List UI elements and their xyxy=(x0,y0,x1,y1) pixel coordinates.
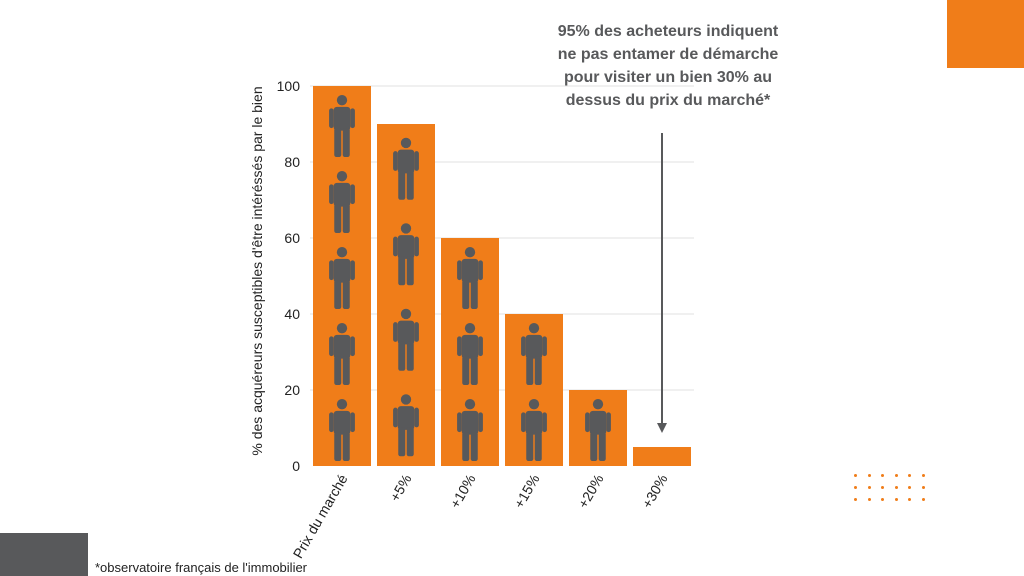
y-axis-label: % des acquéreurs susceptibles d'être int… xyxy=(249,86,265,456)
decorative-gray-rectangle xyxy=(0,533,88,576)
y-tick-label: 100 xyxy=(277,78,301,94)
person-icon xyxy=(521,399,547,461)
decorative-dot xyxy=(881,474,884,477)
person-icon xyxy=(521,323,547,385)
decorative-dot xyxy=(921,498,925,501)
person-icon xyxy=(393,308,419,371)
y-tick-label: 0 xyxy=(292,458,300,474)
x-tick-label: +10% xyxy=(447,472,479,511)
decorative-dot xyxy=(867,486,871,489)
x-tick-label: +20% xyxy=(575,472,607,511)
person-icon xyxy=(393,394,419,457)
person-icon xyxy=(329,323,355,385)
decorative-dot xyxy=(854,474,857,477)
decorative-dot xyxy=(908,498,911,501)
person-icon xyxy=(585,399,611,461)
x-tick-label: +30% xyxy=(639,472,671,511)
decorative-dot xyxy=(854,486,857,489)
decorative-dot xyxy=(894,486,898,489)
chart-annotation: 95% des acheteurs indiquent ne pas entam… xyxy=(557,23,779,109)
decorative-dot xyxy=(894,498,898,501)
person-icon xyxy=(329,247,355,309)
y-tick-label: 80 xyxy=(284,154,300,170)
decorative-dot xyxy=(921,474,925,477)
decorative-dot xyxy=(867,474,871,477)
y-tick-label: 40 xyxy=(284,306,300,322)
person-icon xyxy=(457,399,483,461)
person-icon xyxy=(393,137,419,200)
decorative-dot xyxy=(881,486,884,489)
person-icon xyxy=(329,399,355,461)
person-icon xyxy=(393,223,419,286)
person-icon xyxy=(457,247,483,309)
decorative-dot xyxy=(908,474,911,477)
decorative-dot xyxy=(894,474,898,477)
x-tick-label: Prix du marché xyxy=(290,471,351,561)
x-tick-label: +5% xyxy=(387,472,415,505)
decorative-dot-grid xyxy=(854,474,928,504)
person-icon xyxy=(329,95,355,157)
footnote: *observatoire français de l'immobilier xyxy=(95,560,308,575)
decorative-dot xyxy=(867,498,871,501)
decorative-dot xyxy=(854,498,857,501)
x-tick-label: +15% xyxy=(511,472,543,511)
person-icon xyxy=(329,171,355,233)
y-tick-label: 60 xyxy=(284,230,300,246)
bar xyxy=(633,447,691,466)
decorative-orange-square xyxy=(947,0,1024,68)
annotation-arrow-head xyxy=(657,423,667,433)
y-tick-label: 20 xyxy=(284,382,300,398)
decorative-dot xyxy=(881,498,884,501)
decorative-dot xyxy=(908,486,911,489)
decorative-dot xyxy=(921,486,925,489)
person-icon xyxy=(457,323,483,385)
